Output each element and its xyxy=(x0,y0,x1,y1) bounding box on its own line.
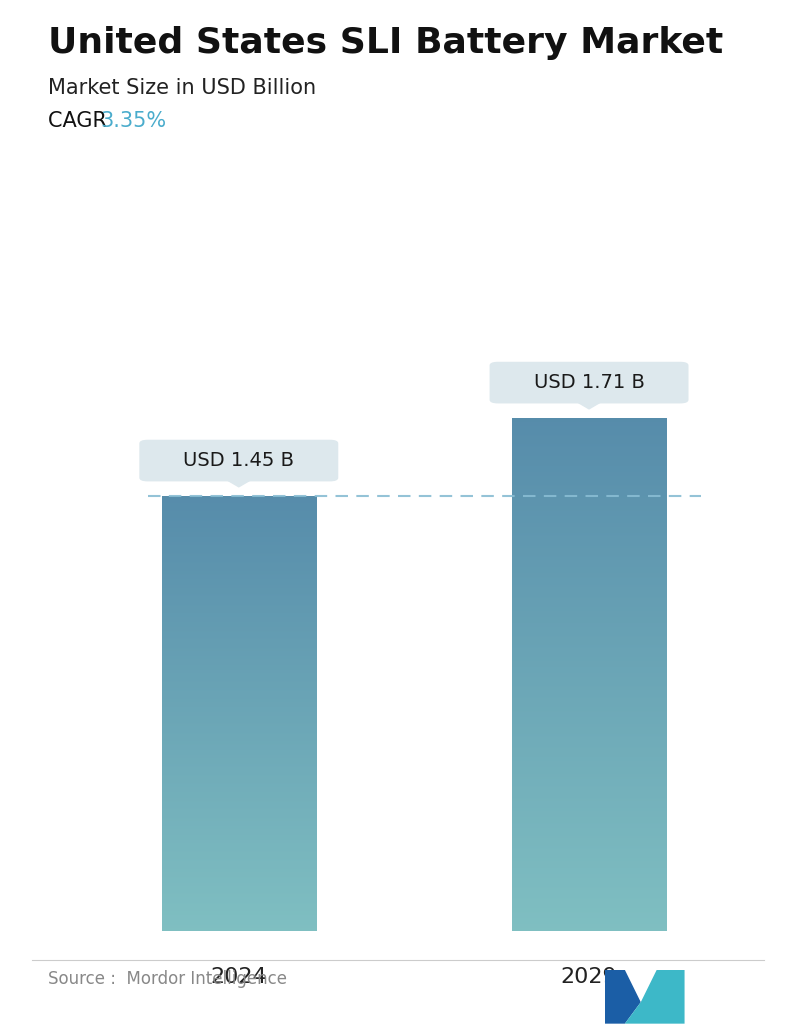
Text: 2024: 2024 xyxy=(210,967,267,986)
Polygon shape xyxy=(574,400,604,408)
Text: USD 1.45 B: USD 1.45 B xyxy=(183,451,295,470)
Text: 2029: 2029 xyxy=(560,967,618,986)
Text: Source :  Mordor Intelligence: Source : Mordor Intelligence xyxy=(48,970,287,987)
Polygon shape xyxy=(224,478,254,487)
Text: USD 1.71 B: USD 1.71 B xyxy=(533,373,645,392)
FancyBboxPatch shape xyxy=(490,362,689,403)
Text: United States SLI Battery Market: United States SLI Battery Market xyxy=(48,26,723,60)
Text: 3.35%: 3.35% xyxy=(100,111,166,130)
Text: CAGR: CAGR xyxy=(48,111,120,130)
Polygon shape xyxy=(605,970,641,1024)
Text: Market Size in USD Billion: Market Size in USD Billion xyxy=(48,78,316,97)
Polygon shape xyxy=(625,970,685,1024)
FancyBboxPatch shape xyxy=(139,439,338,482)
